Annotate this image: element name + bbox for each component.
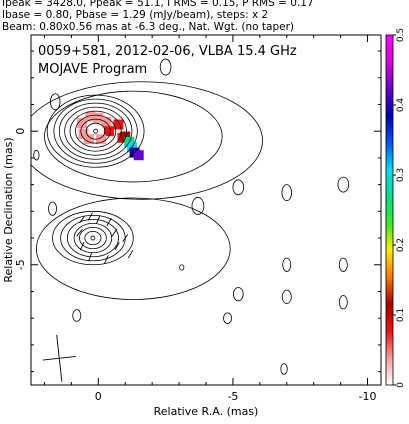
polarization-vector-6 [79, 241, 85, 251]
lower-envelope-contour [35, 197, 231, 300]
y-tick-label-1: -5 [14, 259, 27, 270]
colorbar-tick-label-4: 0.4 [396, 98, 406, 113]
colorbar-tick-label-2: 0.2 [396, 238, 406, 252]
upper-core-contour-1 [80, 118, 111, 144]
upper-core-contour-3 [69, 110, 122, 152]
upper-peak-marker [93, 128, 99, 134]
x-tick-label-0: 0 [95, 390, 102, 403]
noise-contour-2 [33, 150, 40, 161]
vector-layer [42, 212, 134, 382]
upper-core-contour-0 [85, 122, 106, 140]
polarization-patch-8 [113, 119, 124, 130]
polarization-patch-0 [77, 118, 88, 129]
upper-core-contour-2 [75, 114, 117, 148]
colorbar-tick-label-5: 0.5 [396, 28, 406, 42]
noise-contour-8 [282, 257, 292, 272]
polarization-patch-1 [85, 111, 96, 122]
noise-contour-9 [338, 257, 348, 272]
upper-jet-contour-1 [31, 81, 263, 200]
upper-core-contour-7 [46, 94, 145, 168]
noise-contour-14 [72, 309, 82, 322]
colorbar-tick-label-3: 0.3 [396, 168, 406, 182]
polarization-patch-4 [104, 126, 115, 137]
polarization-vector-3 [106, 217, 112, 227]
plot-frame [30, 34, 382, 386]
polarization-patch-7 [78, 128, 89, 139]
noise-contour-16 [179, 264, 185, 271]
noise-contour-0 [49, 93, 61, 111]
lower-core-contour-2 [73, 222, 113, 254]
colorbar-tick-label-0: 0 [396, 382, 406, 388]
polarization-vector-7 [114, 241, 120, 251]
upper-core-contour-4 [64, 106, 127, 156]
polarization-patch-5 [96, 134, 106, 145]
polarization-vector-9 [104, 255, 109, 264]
polarization-patch-3 [101, 116, 112, 127]
polarization-patch-10 [120, 131, 131, 142]
header-line-1: Ipeak = 3428.0, Ppeak = 51.1, I RMS = 0.… [2, 0, 314, 9]
lower-core-contour-5 [52, 210, 134, 266]
upper-jet-contour-0 [44, 90, 223, 183]
noise-contour-15 [280, 363, 288, 375]
lower-peak-marker [90, 235, 96, 241]
x-tick-label-2: -10 [359, 390, 377, 403]
polarization-vector-0 [79, 215, 86, 224]
polarization-vector-1 [87, 212, 93, 221]
x-tick-label-1: -5 [227, 390, 238, 403]
polarization-vector-11 [127, 249, 134, 259]
y-tick-label-0: 0 [14, 128, 27, 135]
noise-contour-7 [337, 176, 350, 193]
polarization-vector-10 [122, 234, 129, 242]
noise-contour-12 [281, 289, 292, 304]
noise-contour-3 [159, 58, 172, 76]
lower-core-contour-3 [66, 218, 119, 258]
noise-contour-4 [191, 197, 205, 215]
beam-minor-axis [42, 356, 76, 361]
header-line-2: Ibase = 0.80, Pbase = 1.29 (mJy/beam), s… [2, 9, 269, 21]
noise-contour-13 [338, 295, 348, 310]
contour-layer [31, 58, 350, 375]
upper-core-contour-5 [58, 102, 133, 160]
noise-contour-10 [233, 287, 244, 302]
upper-core-contour-6 [53, 98, 138, 164]
noise-contour-5 [232, 179, 245, 196]
polarization-patch-2 [93, 112, 104, 123]
polarization-vector-8 [88, 252, 93, 262]
header-line-3: Beam: 0.80x0.56 mas at -6.3 deg., Nat. W… [2, 21, 295, 33]
lower-core-contour-0 [84, 230, 102, 246]
panel-title: 0059+581, 2012-02-06, VLBA 15.4 GHz [38, 44, 297, 59]
noise-contour-1 [48, 201, 57, 216]
axes-layer: 0 -5 -10 0 -5 [14, 35, 381, 403]
x-axis-label: Relative R.A. (mas) [154, 405, 259, 418]
polarization-vector-4 [76, 228, 83, 237]
lower-core-contour-4 [60, 214, 126, 262]
polarization-patch-14 [133, 150, 144, 161]
colorbar: 0 0.1 0.2 0.3 0.4 0.5 [385, 28, 406, 388]
noise-contour-6 [281, 184, 293, 202]
colorbar-tick-label-1: 0.1 [396, 308, 406, 322]
colorbar-gradient [385, 34, 394, 386]
polarization-vector-2 [95, 215, 101, 224]
polarization-color-layer [77, 111, 144, 161]
y-axis-label: Relative Declination (mas) [2, 137, 15, 282]
panel-subtitle: MOJAVE Program [38, 62, 147, 77]
polarization-patch-6 [83, 134, 94, 145]
lower-core-contour-1 [79, 226, 107, 250]
polarization-vector-5 [111, 228, 118, 237]
noise-contour-11 [223, 312, 232, 324]
